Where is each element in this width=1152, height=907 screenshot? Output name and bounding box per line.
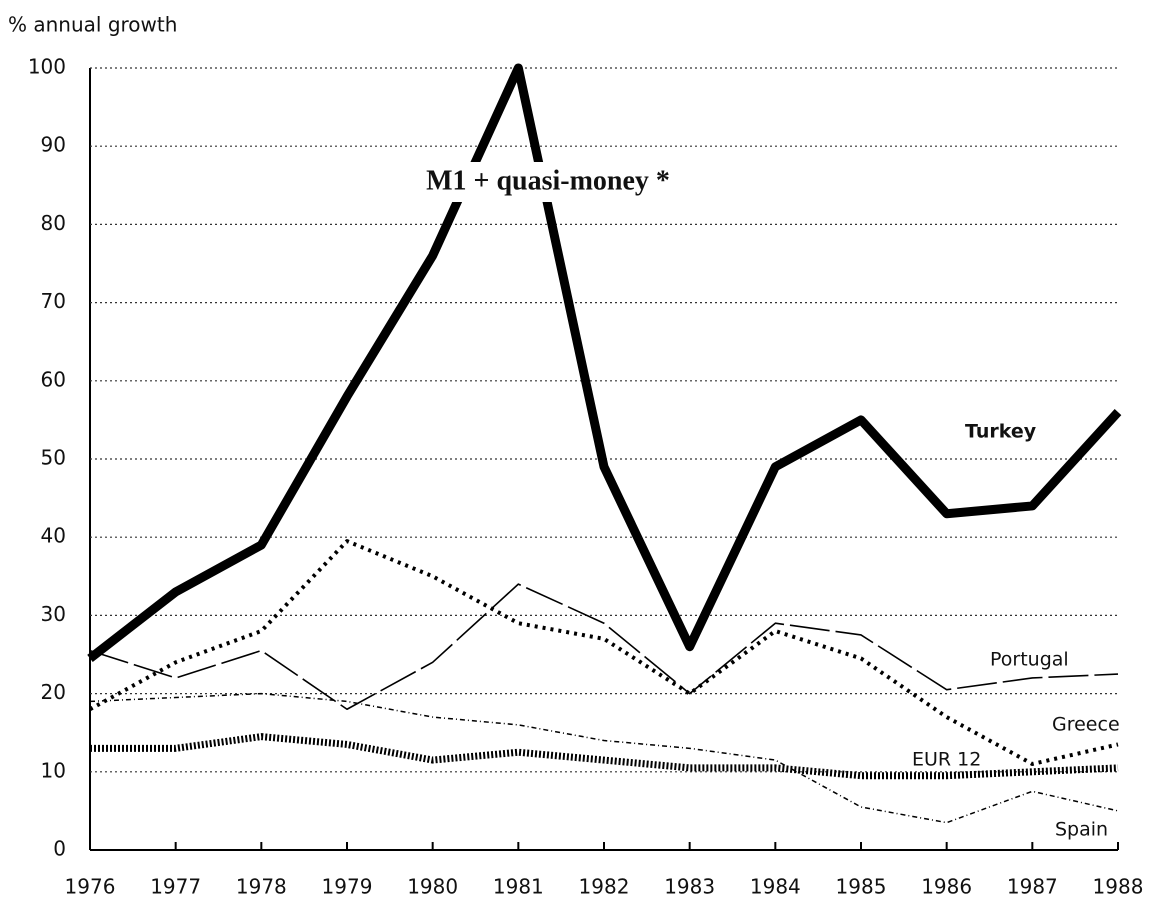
series-line [89, 583, 1119, 711]
x-tick-label: 1976 [65, 875, 116, 899]
y-tick-label: 50 [41, 446, 66, 470]
chart-title: M1 + quasi-money * [426, 165, 670, 196]
y-tick-label: 30 [41, 602, 66, 626]
series-label: Turkey [965, 421, 1037, 443]
x-tick-label: 1978 [236, 875, 287, 899]
x-tick-label: 1981 [493, 875, 544, 899]
y-tick-label: 80 [41, 211, 66, 235]
series-label: Greece [1052, 714, 1120, 736]
series-line [87, 63, 1122, 662]
series-label: Spain [1055, 819, 1108, 841]
y-tick-label: 20 [41, 680, 66, 704]
x-tick-label: 1983 [664, 875, 715, 899]
title-background [375, 162, 720, 202]
y-tick-label: 0 [53, 837, 66, 861]
y-tick-label: 60 [41, 367, 66, 391]
x-tick-label: 1984 [750, 875, 801, 899]
x-tick-label: 1979 [322, 875, 373, 899]
series-label: Portugal [990, 649, 1069, 671]
x-tick-label: 1988 [1093, 875, 1144, 899]
x-tick-label: 1986 [921, 875, 972, 899]
x-tick-label: 1982 [579, 875, 630, 899]
x-tick-label: 1980 [407, 875, 458, 899]
y-tick-label: 90 [41, 133, 66, 157]
series-line [90, 733, 1119, 780]
x-tick-label: 1985 [836, 875, 887, 899]
y-tick-label: 100 [28, 55, 66, 79]
y-tick-label: 70 [41, 289, 66, 313]
series-line [89, 692, 1119, 824]
y-tick-label: 10 [41, 758, 66, 782]
x-tick-label: 1987 [1007, 875, 1058, 899]
series-line [89, 539, 1119, 766]
x-tick-label: 1977 [150, 875, 201, 899]
y-tick-label: 40 [41, 524, 66, 548]
series-label: EUR 12 [912, 749, 981, 771]
y-axis-label: % annual growth [8, 13, 177, 37]
